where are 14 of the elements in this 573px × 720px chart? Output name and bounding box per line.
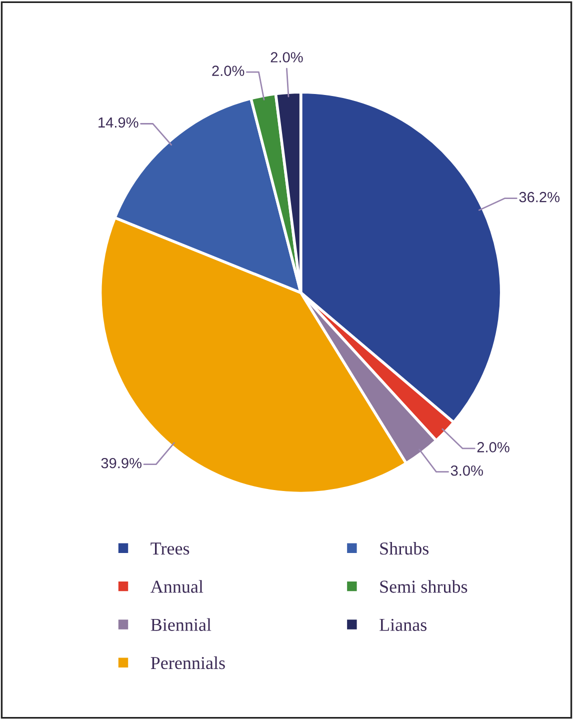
- data-label: 2.0%: [270, 52, 303, 62]
- legend-label: Annual: [150, 580, 204, 593]
- data-label: 2.0%: [212, 66, 244, 76]
- legend-label: Perennials: [150, 656, 225, 670]
- data-label: 2.0%: [477, 442, 510, 452]
- legend-label: Trees: [150, 542, 190, 555]
- data-label: 39.9%: [101, 458, 142, 468]
- legend-label: Semi shrubs: [380, 580, 468, 593]
- data-label: 3.0%: [450, 465, 483, 476]
- legend-label: Biennial: [150, 618, 212, 631]
- legend-label: Shrubs: [380, 542, 429, 555]
- data-label: 36.2%: [519, 192, 560, 202]
- legend-label: Lianas: [380, 618, 426, 631]
- data-label: 14.9%: [98, 117, 138, 128]
